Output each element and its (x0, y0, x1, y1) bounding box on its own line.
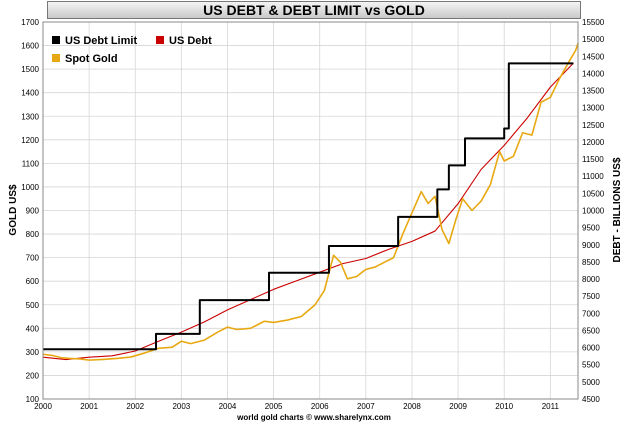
chart-title: US DEBT & DEBT LIMIT vs GOLD (47, 1, 581, 19)
x-tick-label: 2011 (542, 402, 560, 411)
right-tick-label: 6000 (582, 344, 600, 353)
series-line-us-debt-limit (43, 62, 574, 351)
x-tick-label: 2004 (219, 402, 237, 411)
series-line-us-debt (42, 62, 574, 361)
right-tick-label: 9000 (582, 241, 600, 250)
left-tick-label: 100 (26, 395, 40, 404)
left-axis-ticks: 100 200 300 400 500 600 700 800 900 1000 1100 1200 1… (21, 18, 39, 404)
right-tick-label: 14000 (582, 69, 605, 78)
legend-label-debt-limit: US Debt Limit (65, 35, 137, 47)
left-tick-label: 500 (26, 301, 40, 310)
left-tick-label: 700 (26, 254, 40, 263)
right-tick-label: 4500 (582, 395, 600, 404)
legend: US Debt Limit US Debt Spot Gold (52, 35, 212, 65)
left-tick-label: 400 (26, 324, 40, 333)
right-axis-ticks: 4500 5000 5500 6000 6500 7000 7500 8000 8500 9000… (582, 18, 605, 404)
right-tick-label: 15500 (582, 18, 605, 27)
legend-label-spot-gold: Spot Gold (65, 53, 118, 65)
chart-background (0, 20, 630, 424)
x-tick-label: 2005 (265, 402, 283, 411)
right-tick-label: 11500 (582, 155, 604, 164)
x-tick-label: 2001 (80, 402, 98, 411)
right-tick-label: 5000 (582, 378, 600, 387)
x-tick-label: 2010 (495, 402, 513, 411)
right-tick-label: 10500 (582, 189, 605, 198)
right-axis-title: DEBT - BILLIONS US$ (612, 157, 623, 262)
right-tick-label: 12000 (582, 138, 605, 147)
left-tick-label: 1000 (21, 183, 39, 192)
chart-footer-credit: world gold charts © www.sharelynx.com (236, 413, 391, 422)
left-tick-label: 300 (26, 348, 40, 357)
x-tick-label: 2007 (357, 402, 375, 411)
right-tick-label: 7500 (582, 292, 600, 301)
left-tick-label: 800 (26, 230, 40, 239)
legend-swatch-us-debt (156, 36, 164, 44)
right-tick-label: 8500 (582, 258, 600, 267)
right-tick-label: 15000 (582, 35, 605, 44)
x-tick-label: 2002 (126, 402, 144, 411)
right-tick-label: 5500 (582, 361, 600, 370)
right-tick-label: 13000 (582, 104, 605, 113)
left-tick-label: 200 (26, 371, 40, 380)
right-tick-label: 8000 (582, 275, 600, 284)
x-tick-label: 2008 (403, 402, 421, 411)
left-tick-label: 600 (26, 277, 40, 286)
plot-area-border (42, 21, 579, 400)
right-tick-label: 14500 (582, 52, 605, 61)
legend-swatch-debt-limit (52, 36, 60, 44)
x-tick-label: 2009 (449, 402, 467, 411)
right-tick-label: 7000 (582, 309, 600, 318)
left-tick-label: 1700 (21, 18, 39, 27)
right-tick-label: 6500 (582, 326, 600, 335)
series-lines (42, 42, 579, 361)
x-tick-label: 2003 (172, 402, 190, 411)
left-tick-label: 1300 (21, 112, 39, 121)
left-tick-label: 1600 (21, 42, 39, 51)
right-tick-label: 11000 (582, 172, 604, 181)
right-tick-label: 9500 (582, 224, 600, 233)
legend-label-us-debt: US Debt (169, 35, 212, 47)
legend-swatch-spot-gold (52, 54, 60, 62)
right-tick-label: 12500 (582, 121, 605, 130)
x-tick-label: 2000 (34, 402, 52, 411)
x-axis-ticks: 2000 2001 2002 2003 2004 2005 2006 2007 2008 2009… (34, 402, 559, 411)
left-axis-title: GOLD US$ (8, 184, 19, 236)
right-tick-label: 13500 (582, 87, 605, 96)
series-line-spot-gold (42, 42, 579, 361)
left-tick-label: 1100 (22, 159, 40, 168)
x-tick-label: 2006 (311, 402, 329, 411)
left-tick-label: 1200 (21, 136, 39, 145)
left-tick-label: 1500 (21, 65, 39, 74)
right-tick-label: 10000 (582, 207, 605, 216)
left-tick-label: 900 (26, 207, 40, 216)
left-tick-label: 1400 (21, 89, 39, 98)
